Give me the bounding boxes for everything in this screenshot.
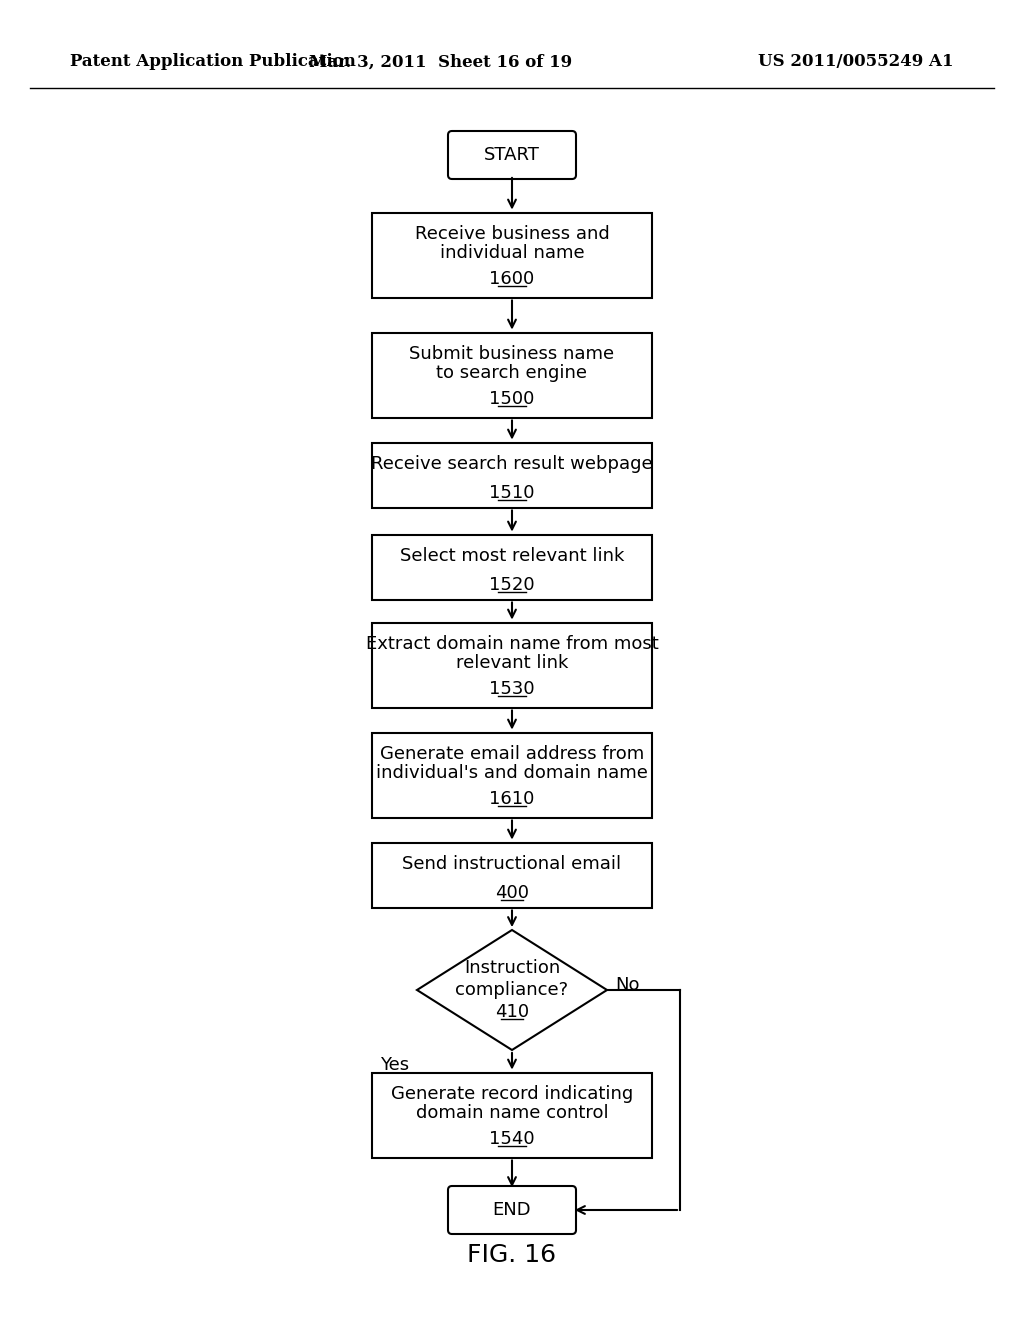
Bar: [372, 623, 652, 708]
Text: US 2011/0055249 A1: US 2011/0055249 A1: [759, 54, 954, 70]
Text: Extract domain name from most: Extract domain name from most: [366, 635, 658, 653]
Text: Receive business and: Receive business and: [415, 226, 609, 243]
FancyBboxPatch shape: [449, 1185, 575, 1234]
Text: 1530: 1530: [489, 680, 535, 698]
Text: Instruction: Instruction: [464, 960, 560, 977]
Text: No: No: [615, 975, 640, 994]
Text: 400: 400: [495, 884, 529, 902]
Text: 1540: 1540: [489, 1130, 535, 1148]
Polygon shape: [417, 931, 607, 1049]
Bar: [372, 842, 652, 908]
Text: Generate email address from: Generate email address from: [380, 746, 644, 763]
Bar: [372, 535, 652, 599]
Text: Receive search result webpage: Receive search result webpage: [371, 455, 653, 473]
Text: Send instructional email: Send instructional email: [402, 855, 622, 873]
Text: Yes: Yes: [380, 1056, 409, 1074]
Text: 1610: 1610: [489, 789, 535, 808]
Text: Generate record indicating: Generate record indicating: [391, 1085, 633, 1104]
Bar: [372, 213, 652, 297]
Text: 1510: 1510: [489, 484, 535, 502]
Text: Patent Application Publication: Patent Application Publication: [70, 54, 356, 70]
Bar: [372, 733, 652, 817]
Text: to search engine: to search engine: [436, 364, 588, 381]
Bar: [372, 1072, 652, 1158]
Text: 1500: 1500: [489, 389, 535, 408]
Text: Select most relevant link: Select most relevant link: [399, 546, 625, 565]
Text: 1600: 1600: [489, 269, 535, 288]
Text: domain name control: domain name control: [416, 1104, 608, 1122]
Text: individual's and domain name: individual's and domain name: [376, 764, 648, 783]
Text: START: START: [484, 147, 540, 164]
Bar: [372, 442, 652, 507]
Text: 410: 410: [495, 1003, 529, 1020]
Text: END: END: [493, 1201, 531, 1218]
Text: 1520: 1520: [489, 577, 535, 594]
Text: compliance?: compliance?: [456, 981, 568, 999]
Text: FIG. 16: FIG. 16: [467, 1243, 557, 1267]
Bar: [372, 333, 652, 417]
FancyBboxPatch shape: [449, 131, 575, 180]
Text: relevant link: relevant link: [456, 655, 568, 672]
Text: Submit business name: Submit business name: [410, 346, 614, 363]
Text: individual name: individual name: [439, 244, 585, 263]
Text: Mar. 3, 2011  Sheet 16 of 19: Mar. 3, 2011 Sheet 16 of 19: [309, 54, 571, 70]
